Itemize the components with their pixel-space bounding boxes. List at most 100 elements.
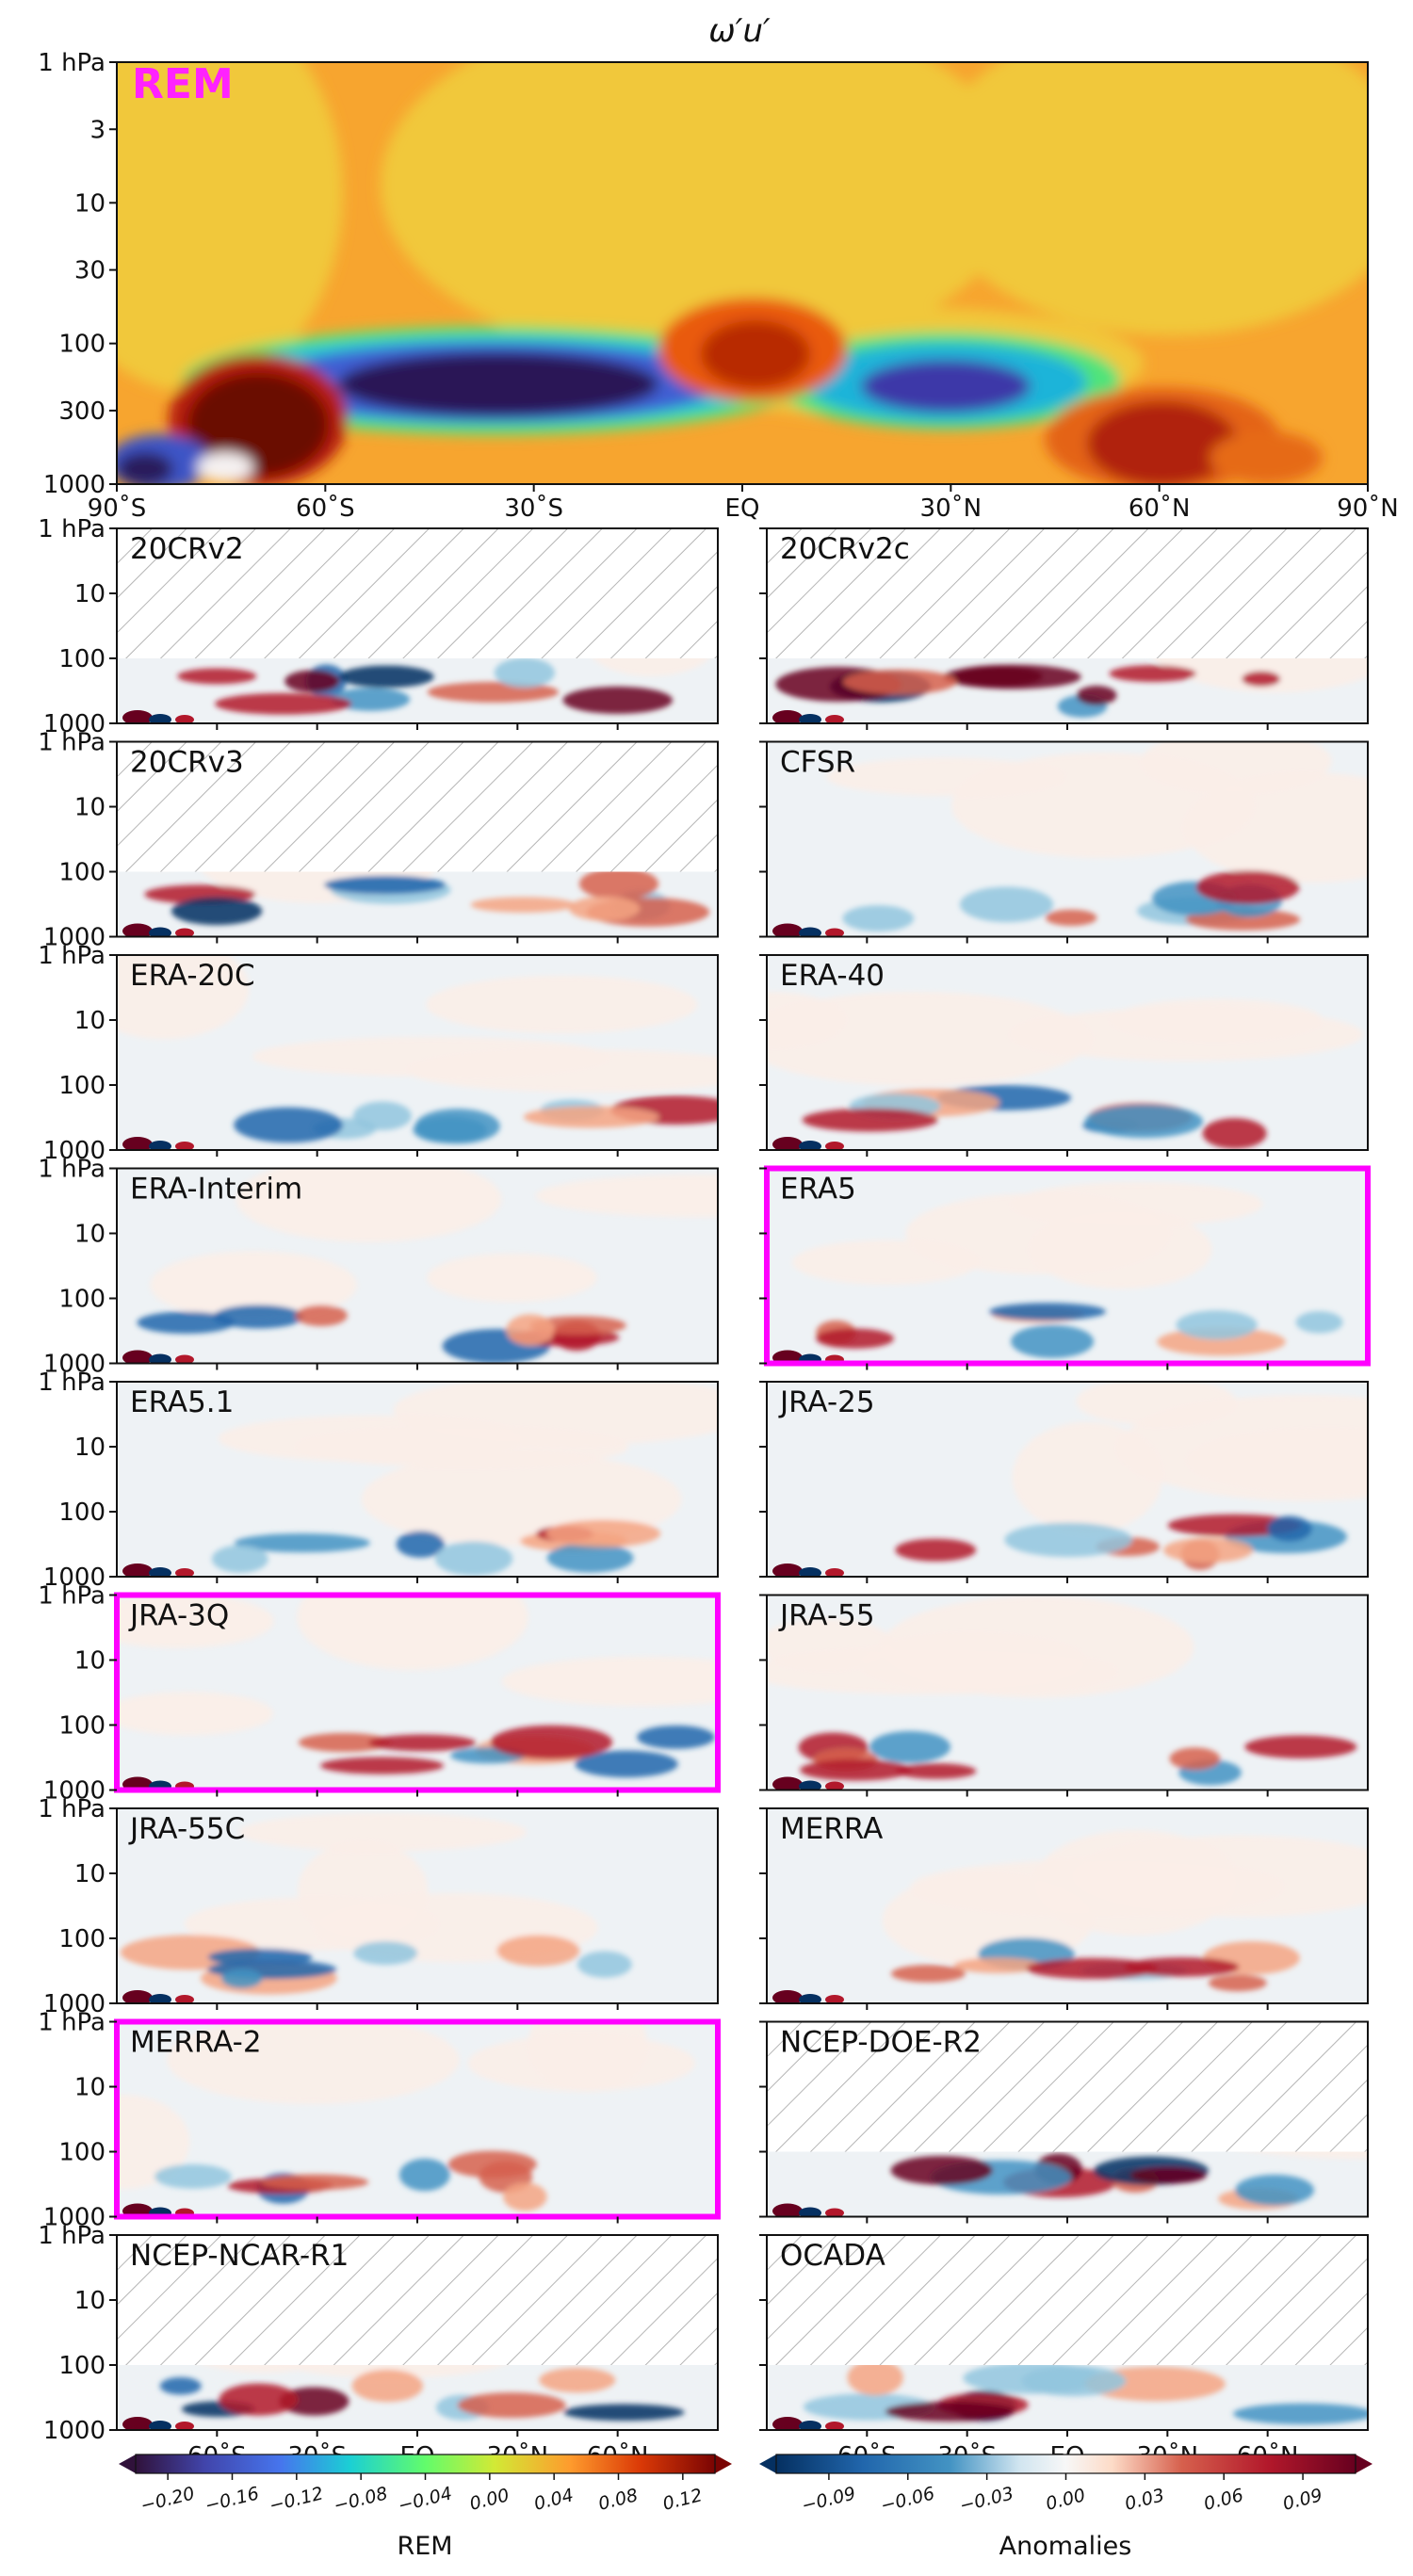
panel-y-tick-label: 10 xyxy=(74,1221,106,1249)
colorbar-tick-label: −0.16 xyxy=(203,2483,261,2516)
panel-title: JRA-55C xyxy=(128,1812,245,1846)
colorbar-tick-label: 0.12 xyxy=(660,2485,704,2515)
panel-y-tick-label: 100 xyxy=(58,1712,106,1741)
panel-y-tick-label: 100 xyxy=(58,1925,106,1953)
colorbar-tick-label: 0.03 xyxy=(1123,2485,1166,2515)
panel-title: MERRA-2 xyxy=(130,2026,262,2060)
rem-label: REM xyxy=(132,60,234,108)
panel-title: MERRA xyxy=(780,1812,883,1846)
panel-y-tick-label: 10 xyxy=(74,1434,106,1462)
colorbar-tick-label: 0.00 xyxy=(1044,2485,1087,2515)
colorbar-tick-label: −0.03 xyxy=(957,2483,1015,2516)
panel-title: NCEP-NCAR-R1 xyxy=(130,2239,349,2273)
panel-y-tick-label: 10 xyxy=(74,2074,106,2102)
rem-y-tick-label: 1 hPa xyxy=(38,49,106,77)
rem-panel: REM xyxy=(116,60,1369,485)
panel-y-tick-label: 10 xyxy=(74,1007,106,1035)
panel-title: ERA-Interim xyxy=(130,1173,302,1207)
panel-y-tick-label: 10 xyxy=(74,2287,106,2315)
panel-y-tick-label: 10 xyxy=(74,1860,106,1888)
colorbar-tick-label: 0.00 xyxy=(467,2485,511,2515)
panel-title: 20CRv3 xyxy=(130,746,244,780)
rem-x-tick-label: 30˚S xyxy=(504,494,563,523)
panel-ncep-ncar-r1: NCEP-NCAR-R1 1 hPa 10 100 1000 xyxy=(38,2222,719,2445)
rem-x-tick-label: 60˚S xyxy=(296,494,355,523)
panel-y-tick-label: 10 xyxy=(74,580,106,608)
panel-era5-1: ERA5.1 1 hPa 10 100 1000 xyxy=(38,1369,719,1592)
panel-y-tick-label: 1 hPa xyxy=(38,729,106,757)
panel-title: ERA-20C xyxy=(130,959,255,993)
panel-jra-25: JRA-25 xyxy=(759,1381,1369,1583)
colorbar-tick-label: 0.04 xyxy=(532,2485,576,2515)
panel-title: 20CRv2c xyxy=(780,532,910,566)
panel-title: 20CRv2 xyxy=(130,532,244,566)
panel-jra-55: JRA-55 xyxy=(759,1594,1369,1797)
rem-y-tick-label: 30 xyxy=(74,257,106,285)
panel-era5: ERA5 xyxy=(759,1165,1371,1370)
panel-title: OCADA xyxy=(780,2239,885,2273)
panel-y-tick-label: 10 xyxy=(74,1647,106,1676)
panel-y-tick-label: 1000 xyxy=(43,710,106,738)
panel-ncep-doe-r2: NCEP-DOE-R2 xyxy=(759,2020,1369,2224)
colorbar-anomalies: −0.09 −0.06 −0.03 0.00 0.03 0.06 0.09 Anomalie… xyxy=(759,2454,1372,2561)
rem-panel-x-axis: 90˚S 60˚S 30˚S EQ 30˚N 60˚N 90˚N xyxy=(88,484,1399,523)
panel-era-20c: ERA-20C 1 hPa 10 100 1000 xyxy=(38,942,719,1165)
colorbar-anomalies-label: Anomalies xyxy=(999,2532,1132,2561)
panel-y-tick-label: 1000 xyxy=(43,1777,106,1806)
panel-y-tick-label: 1 hPa xyxy=(38,2222,106,2250)
colorbar-tick-label: −0.06 xyxy=(879,2483,937,2516)
rem-x-tick-label: 90˚S xyxy=(88,494,147,523)
rem-y-tick-label: 3 xyxy=(89,116,106,144)
panel-title: JRA-55 xyxy=(778,1599,875,1633)
panel-title: ERA5.1 xyxy=(130,1385,234,1419)
panel-y-tick-label: 1000 xyxy=(43,2417,106,2445)
panel-y-tick-label: 1000 xyxy=(43,1137,106,1165)
panel-20crv2: 20CRv2 1 hPa 10 100 1000 xyxy=(38,515,719,738)
panel-y-tick-label: 1 hPa xyxy=(38,1795,106,1823)
panel-20crv2c: 20CRv2c xyxy=(759,527,1369,730)
panel-y-tick-label: 1 hPa xyxy=(38,515,106,543)
panel-y-tick-label: 100 xyxy=(58,1286,106,1314)
rem-panel-y-axis: 1 hPa 3 10 30 100 300 1000 xyxy=(38,49,117,499)
panel-y-tick-label: 100 xyxy=(58,1499,106,1527)
colorbar-tick-label: −0.09 xyxy=(800,2483,858,2516)
panel-y-tick-label: 1 hPa xyxy=(38,1156,106,1184)
panel-20crv3: 20CRv3 1 hPa 10 100 1000 xyxy=(38,729,719,952)
panel-y-tick-label: 1 hPa xyxy=(38,1369,106,1397)
colorbar-tick-label: −0.20 xyxy=(138,2483,197,2516)
panel-y-tick-label: 1000 xyxy=(43,1351,106,1379)
panel-title: JRA-3Q xyxy=(128,1599,229,1633)
panel-era-40: ERA-40 xyxy=(759,954,1369,1157)
panel-y-tick-label: 1 hPa xyxy=(38,942,106,970)
panel-jra-55c: JRA-55C 1 hPa 10 100 1000 xyxy=(38,1795,719,2018)
colorbar-tick-label: 0.06 xyxy=(1202,2485,1245,2515)
rem-y-tick-label: 300 xyxy=(58,397,106,426)
colorbar-rem-label: REM xyxy=(397,2532,452,2561)
rem-x-tick-label: EQ xyxy=(725,494,760,523)
panel-y-tick-label: 1000 xyxy=(43,924,106,952)
panel-y-tick-label: 100 xyxy=(58,2352,106,2380)
panel-y-tick-label: 100 xyxy=(58,859,106,887)
panel-y-tick-label: 1000 xyxy=(43,1563,106,1592)
colorbar-tick-label: −0.12 xyxy=(268,2483,326,2516)
panel-cfsr: CFSR xyxy=(759,740,1369,944)
panel-jra-3q: JRA-3Q 1 hPa 10 100 1000 xyxy=(38,1582,721,1806)
panel-y-tick-label: 1 hPa xyxy=(38,2009,106,2037)
chart-title: ω′u′ xyxy=(708,12,771,50)
panel-y-tick-label: 1 hPa xyxy=(38,1582,106,1611)
colorbar-tick-label: 0.08 xyxy=(596,2485,640,2515)
panel-title: ERA-40 xyxy=(780,959,885,993)
panel-y-tick-label: 100 xyxy=(58,645,106,673)
panel-title: CFSR xyxy=(780,746,855,780)
rem-y-tick-label: 1000 xyxy=(43,471,106,499)
rem-x-tick-label: 90˚N xyxy=(1337,494,1399,523)
panel-y-tick-label: 1000 xyxy=(43,2204,106,2232)
panel-y-tick-label: 100 xyxy=(58,1072,106,1100)
rem-y-tick-label: 100 xyxy=(58,331,106,359)
panel-y-tick-label: 100 xyxy=(58,2139,106,2167)
panel-merra-2: MERRA-2 1 hPa 10 100 1000 xyxy=(38,2009,721,2232)
rem-y-tick-label: 10 xyxy=(74,189,106,218)
colorbar-tick-label: 0.09 xyxy=(1281,2485,1324,2515)
